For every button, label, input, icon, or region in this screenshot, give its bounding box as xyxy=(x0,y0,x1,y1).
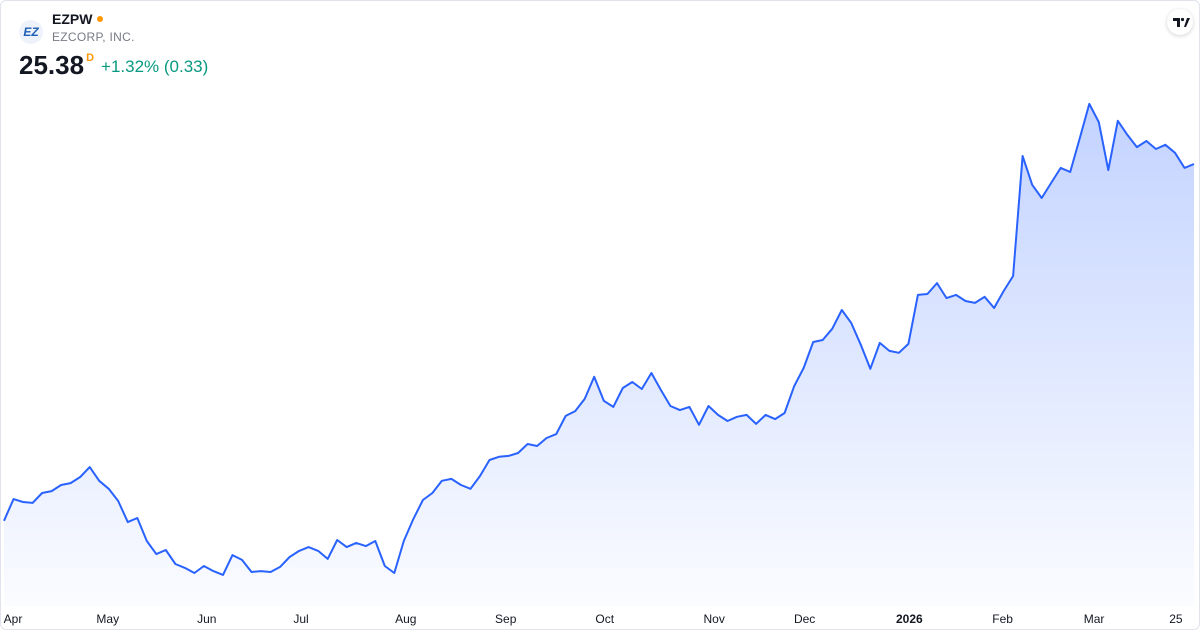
x-tick-label: Feb xyxy=(992,612,1013,626)
x-tick-label: Jul xyxy=(293,612,308,626)
x-tick-label: Mar xyxy=(1084,612,1105,626)
x-tick-label: Jun xyxy=(197,612,216,626)
price-row: 25.38 D +1.32% (0.33) xyxy=(19,50,208,81)
last-price: 25.38 xyxy=(19,50,85,80)
logo: EZ xyxy=(19,19,43,44)
x-tick-label: Oct xyxy=(595,612,614,626)
price-change: +1.32% (0.33) xyxy=(101,57,209,76)
x-tick-label: Nov xyxy=(704,612,725,626)
logo-icon xyxy=(1173,17,1190,27)
interval: D xyxy=(86,52,95,64)
area-fill xyxy=(4,103,1194,607)
status-dot xyxy=(97,16,104,22)
tradingview-logo[interactable] xyxy=(1167,9,1193,35)
x-tick-label: 2026 xyxy=(896,612,923,626)
symbol[interactable]: EZPW xyxy=(52,11,93,27)
x-tick-label: May xyxy=(96,612,119,626)
x-tick-label: Dec xyxy=(794,612,815,626)
x-tick-label: Apr xyxy=(4,612,23,626)
price-line xyxy=(3,102,1195,576)
header: EZ EZPW EZCORP, INC. 25.38 D +1.32% (0.3… xyxy=(19,11,208,81)
x-tick-label: Aug xyxy=(395,612,416,626)
company-name: EZCORP, INC. xyxy=(52,30,135,44)
x-tick-label: Sep xyxy=(495,612,517,626)
x-tick-label: 25 xyxy=(1169,612,1183,626)
